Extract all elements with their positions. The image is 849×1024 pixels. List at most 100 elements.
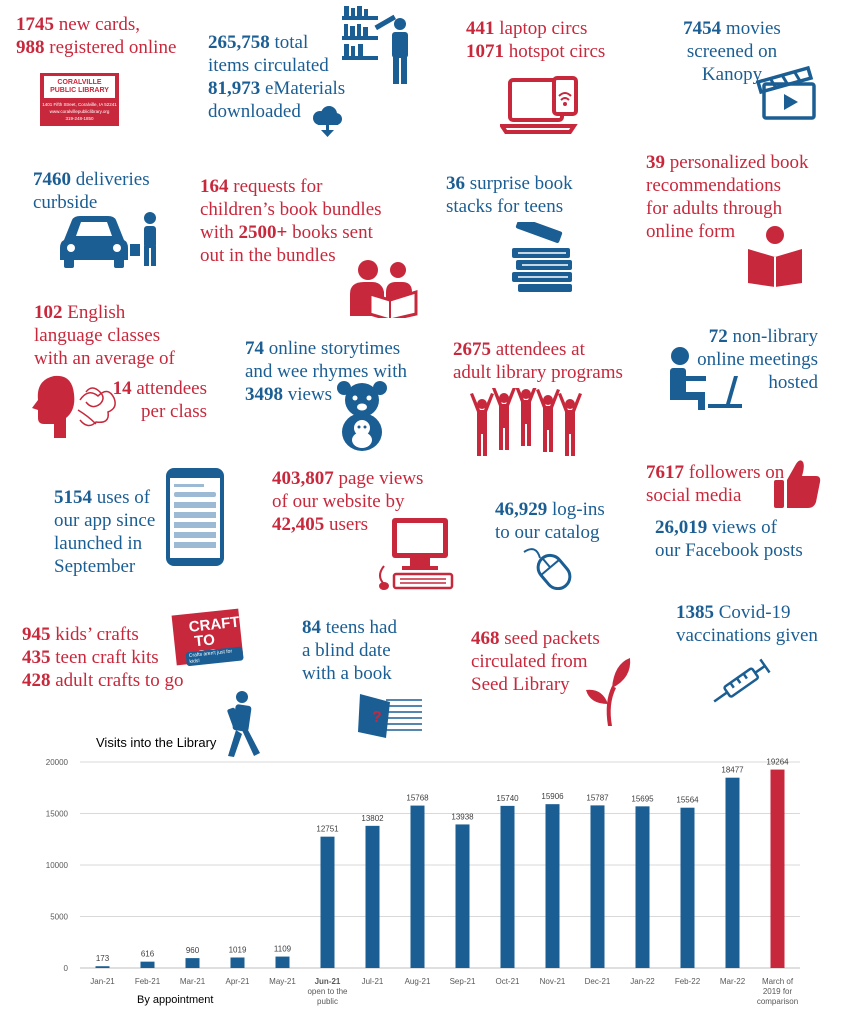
x-tick-label: Jun-21 open to the public [307,977,348,1006]
x-tick-label: Sep-21 [450,977,476,986]
bar [140,961,155,968]
stat-deliveries: 7460 deliveries curbside [33,169,150,213]
x-tick-label: Mar-22 [720,977,746,986]
x-tick-label: March of 2019 for comparison [757,977,798,1006]
bar [770,769,785,968]
data-label: 1019 [229,946,247,955]
stat-book-recommendations: 39 personalized book recommendations for… [646,152,809,242]
stat-movies: 7454 movies screened on Kanopy [683,18,781,85]
x-axis: Jan-21 Feb-21 Mar-21 Apr-21 May-21 Jun-21 open… [90,977,798,1006]
laptop-hotspot-icon [500,76,578,134]
y-tick-label: 20000 [46,758,69,767]
seedling-icon [586,658,631,726]
bar [410,805,425,968]
data-label: 616 [141,950,155,959]
data-label: 13802 [361,814,384,823]
bar [230,957,245,968]
data-label: 15768 [406,794,429,803]
bar [680,807,695,968]
bar [320,836,335,968]
stat-storytimes: 74 online storytimes and wee rhymes with… [245,338,407,405]
by-appointment-annotation: By appointment [137,994,213,1006]
data-label: 12751 [316,825,339,834]
car-delivery-icon [60,212,156,268]
bar [455,824,470,968]
stat-english-classes: 102 English language classes with an ave… [34,302,175,369]
bar [725,777,740,968]
person-reading-icon [748,226,802,287]
stat-seed-packets: 468 seed packets circulated from Seed Li… [471,628,600,695]
walking-person-icon [227,691,260,757]
stat-covid-vaccinations: 1385 Covid-19 vaccinations given [676,602,818,646]
thumbs-up-icon [774,460,821,508]
cloud-download-icon [313,106,342,137]
librarian-shelf-icon [342,6,408,84]
data-label: 15787 [586,793,609,802]
stat-new-cards: 1745 new cards, 988 registered online [16,14,177,58]
movie-clapper-icon [755,66,816,120]
x-tick-label: Feb-21 [135,977,161,986]
x-tick-label: Apr-21 [225,977,250,986]
bar [185,958,200,968]
bar [95,966,110,968]
parent-child-reading-icon [350,260,418,318]
stat-blind-date: 84 teens had a blind date with a book [302,617,397,684]
stat-adult-programs: 2675 attendees at adult library programs [453,339,623,383]
x-tick-label: Jan-21 [90,977,115,986]
x-tick-label: Jan-22 [630,977,655,986]
x-tick-label: May-21 [269,977,296,986]
stat-crafts: 945 kids’ crafts 435 teen craft kits 428… [22,624,184,691]
wrapped-book-icon: ? [358,694,422,738]
data-label: 173 [96,954,110,963]
library-logo: CORALVILLE PUBLIC LIBRARY 1401 Fifth Stre… [40,73,119,126]
y-tick-label: 5000 [50,913,68,922]
stat-teen-stacks: 36 surprise book stacks for teens [446,173,573,217]
x-tick-label: Dec-21 [585,977,611,986]
x-tick-label: Feb-22 [675,977,701,986]
data-label: 13938 [451,812,474,821]
bar [365,825,380,968]
x-tick-label: Jul-21 [362,977,384,986]
teddy-bear-icon [337,381,387,451]
speaking-head-icon [32,375,116,438]
data-label: 15740 [496,794,519,803]
chart-grid [80,761,800,969]
data-label: 19264 [766,758,789,767]
y-tick-label: 15000 [46,810,69,819]
x-tick-label: Mar-21 [180,977,206,986]
stat-app-uses: 5154 uses of our app since launched in S… [54,487,156,577]
stat-laptop-circs: 441 laptop circs 1071 hotspot circs [466,18,606,62]
smartphone-app-icon [166,468,224,566]
y-axis: 0 5000 10000 15000 20000 [46,758,69,973]
mouse-icon [523,548,572,590]
stat-english-attendees: 14 attendees per class [112,378,207,422]
stat-social-followers: 7617 followers on social media [646,462,785,506]
stat-catalog-logins: 46,929 log-ins to our catalog [495,499,605,543]
stat-website-views: 403,807 page views of our website by 42,… [272,468,424,535]
bar [590,805,605,968]
y-tick-label: 0 [64,964,69,973]
stat-items-circulated: 265,758 total items circulated 81,973 eM… [208,32,346,122]
x-tick-label: Aug-21 [405,977,431,986]
syringe-icon [713,658,771,703]
stat-book-bundles: 164 requests for children’s book bundles… [200,176,382,266]
data-label: 15906 [541,792,564,801]
stat-online-meetings: 72 non-library online meetings hosted [697,326,818,393]
craft-to-go-logo: CRAFT TO GO Crafts aren't just for kids! [171,608,244,667]
bar [545,804,560,968]
x-tick-label: Oct-21 [495,977,520,986]
bar [275,956,290,968]
y-tick-label: 10000 [46,861,69,870]
bar [500,805,515,968]
data-label: 1109 [274,945,292,954]
data-label: 960 [186,946,200,955]
desktop-computer-icon [379,518,454,590]
book-stack-icon [512,222,572,292]
bar-series: 173 616 960 1019 1109 12751 13802 15768 13938 157… [95,758,789,968]
stat-facebook-views: 26,019 views of our Facebook posts [655,517,803,561]
bar [635,806,650,968]
data-label: 15695 [631,794,654,803]
chart-title: Visits into the Library [96,735,217,750]
visits-bar-chart: Visits into the Library 0 5000 10000 15000 2… [46,735,800,1006]
person-laptop-icon [670,347,742,410]
